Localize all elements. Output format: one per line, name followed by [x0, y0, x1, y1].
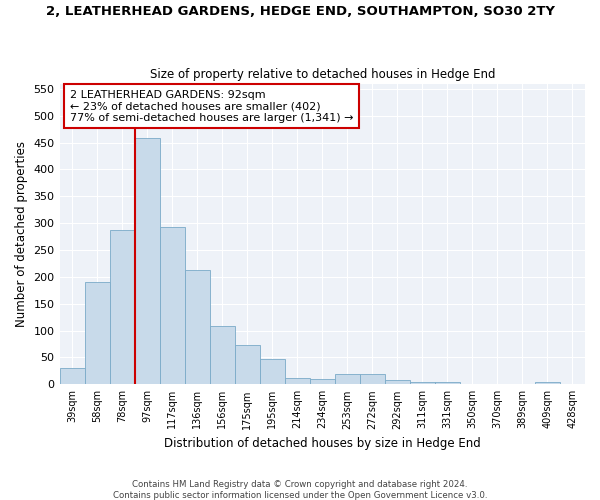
Title: Size of property relative to detached houses in Hedge End: Size of property relative to detached ho… — [149, 68, 495, 81]
Text: Contains HM Land Registry data © Crown copyright and database right 2024.
Contai: Contains HM Land Registry data © Crown c… — [113, 480, 487, 500]
Bar — [410, 382, 435, 384]
Bar — [235, 344, 260, 385]
X-axis label: Distribution of detached houses by size in Hedge End: Distribution of detached houses by size … — [164, 437, 481, 450]
Bar — [209, 326, 235, 384]
Bar — [185, 270, 209, 384]
Bar — [335, 374, 360, 384]
Bar — [360, 374, 385, 384]
Bar — [310, 379, 335, 384]
Bar — [285, 378, 310, 384]
Bar — [260, 359, 285, 384]
Bar — [435, 382, 460, 384]
Y-axis label: Number of detached properties: Number of detached properties — [15, 141, 28, 327]
Text: 2, LEATHERHEAD GARDENS, HEDGE END, SOUTHAMPTON, SO30 2TY: 2, LEATHERHEAD GARDENS, HEDGE END, SOUTH… — [46, 5, 554, 18]
Bar — [385, 380, 410, 384]
Bar — [160, 227, 185, 384]
Bar — [59, 368, 85, 384]
Bar — [110, 230, 134, 384]
Bar — [535, 382, 560, 384]
Bar — [85, 282, 110, 384]
Bar — [134, 138, 160, 384]
Text: 2 LEATHERHEAD GARDENS: 92sqm
← 23% of detached houses are smaller (402)
77% of s: 2 LEATHERHEAD GARDENS: 92sqm ← 23% of de… — [70, 90, 353, 123]
